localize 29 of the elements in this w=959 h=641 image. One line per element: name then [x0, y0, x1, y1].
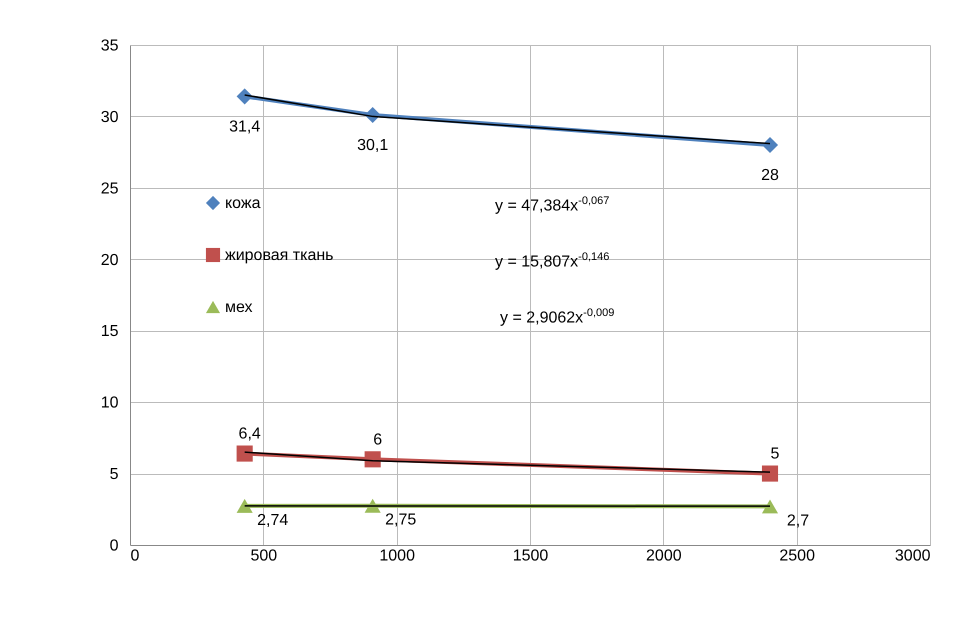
data-label: 5 [770, 446, 780, 463]
annotation: y = 47,384x$^{-0,067}$ [495, 195, 610, 216]
y-tick-label: 25 [100, 180, 119, 198]
x-tick-label: 1500 [512, 548, 548, 564]
x-tick-label: 2500 [779, 548, 816, 564]
y-tick-label: 5 [110, 466, 119, 484]
y-tick-label: 15 [100, 323, 119, 340]
annotation: y = 15,807x$^{-0,146}$ [495, 251, 610, 272]
data-label: 31,4 [229, 118, 260, 136]
data-label: 28 [761, 167, 779, 184]
legend-label: жировая ткань [225, 247, 334, 264]
data-label: 2,75 [385, 512, 416, 529]
y-tick-label: 30 [100, 108, 119, 126]
data-label: 30,1 [357, 137, 388, 154]
y-tick-label: 10 [100, 394, 119, 412]
legend-label: мех [225, 299, 253, 316]
data-label: 6 [373, 431, 382, 448]
x-tick-label: 3000 [894, 548, 931, 564]
data-label: 2,7 [786, 512, 810, 530]
y-tick-label: 35 [100, 38, 119, 54]
data-label: 6,4 [238, 426, 261, 443]
annotation: y = 2,9062x$^{-0,009}$ [500, 307, 614, 328]
x-tick-label: 2000 [646, 548, 682, 564]
legend-label: кожа [225, 195, 261, 212]
x-tick-label: 0 [130, 548, 140, 564]
y-tick-label: 20 [100, 252, 119, 269]
x-tick-label: 1000 [379, 548, 416, 564]
data-label: 2,74 [257, 512, 288, 529]
x-tick-label: 500 [250, 548, 278, 564]
